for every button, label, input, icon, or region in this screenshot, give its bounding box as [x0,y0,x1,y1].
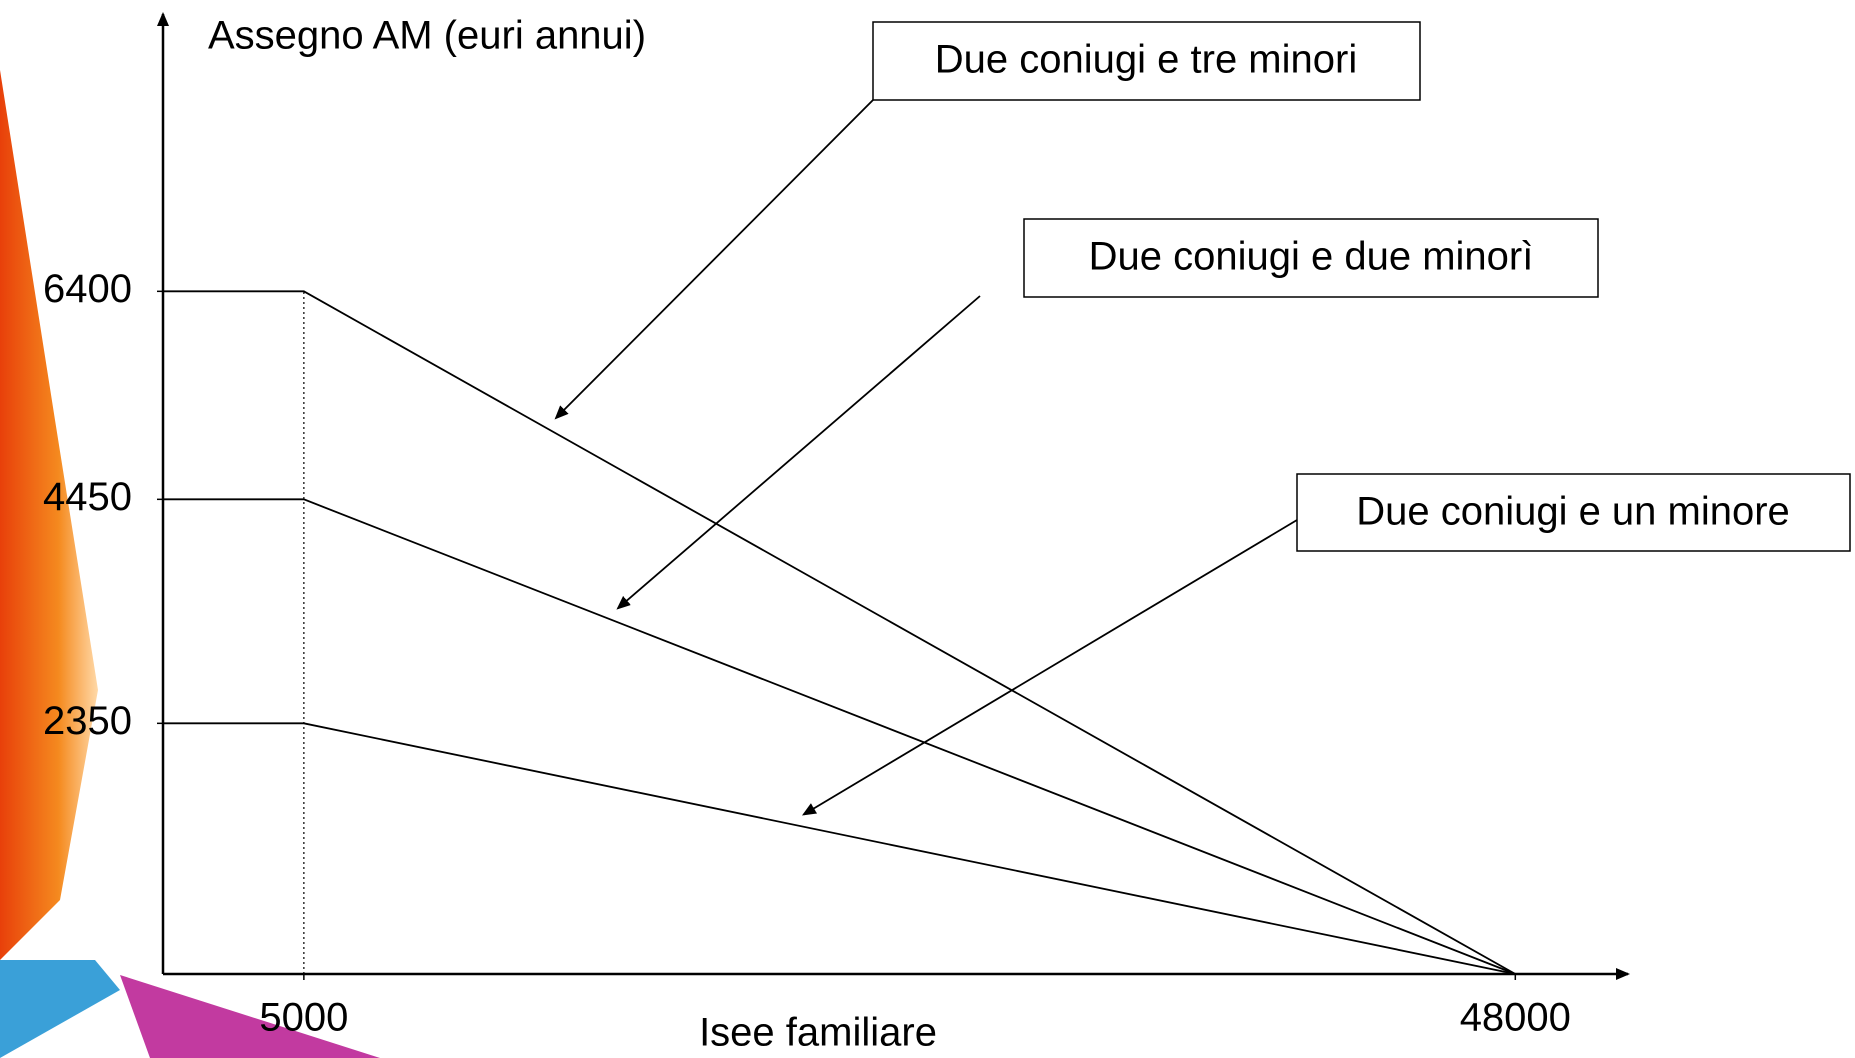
annotation-text: Due coniugi e tre minori [935,38,1357,82]
annotation-1: Due coniugi e tre minori [872,21,1421,101]
decoration [0,70,98,960]
x-tick-label: 5000 [259,996,348,1040]
annotation-arrow [554,99,874,420]
series-line [163,722,1516,975]
annotation-3: Due coniugi e un minore [1296,473,1851,552]
annotation-arrow [801,519,1298,816]
y-tick-label: 2350 [43,699,132,743]
y-tick-label: 4450 [43,475,132,519]
y-tick-label: 6400 [43,267,132,311]
annotation-box [1296,473,1851,552]
x-axis-label: Isee familiare [699,1011,937,1055]
annotation-2: Due coniugi e due minorì [1023,218,1599,298]
y-axis-label: Assegno AM (euri annui) [208,14,646,58]
annotation-text: Due coniugi e un minore [1356,490,1790,534]
x-tick-label: 48000 [1460,996,1571,1040]
annotation-box [1023,218,1599,298]
annotation-box [872,21,1421,101]
annotation-text: Due coniugi e due minorì [1089,235,1534,279]
series-line [163,290,1516,975]
decoration [120,975,380,1058]
series-line [163,498,1516,975]
decoration [0,960,120,1058]
annotation-arrow [616,295,981,610]
